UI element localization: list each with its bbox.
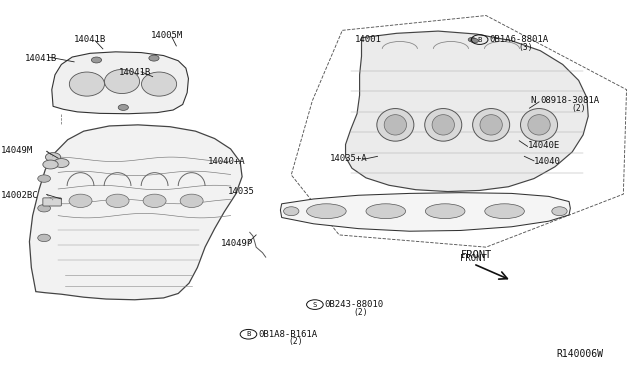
Text: 14041B: 14041B xyxy=(119,68,151,77)
Text: 14040E: 14040E xyxy=(527,141,560,150)
Ellipse shape xyxy=(426,204,465,219)
Text: S: S xyxy=(313,302,317,308)
Text: 14041B: 14041B xyxy=(25,54,57,62)
Text: 14035+A: 14035+A xyxy=(330,154,367,163)
Text: 14040: 14040 xyxy=(534,157,561,166)
Circle shape xyxy=(468,37,476,42)
Text: 14005M: 14005M xyxy=(151,31,183,41)
Ellipse shape xyxy=(377,109,414,141)
Polygon shape xyxy=(346,31,588,192)
Ellipse shape xyxy=(432,115,454,135)
Circle shape xyxy=(69,194,92,208)
Circle shape xyxy=(149,55,159,61)
Circle shape xyxy=(180,194,203,208)
Text: B: B xyxy=(246,331,251,337)
Text: B: B xyxy=(477,36,482,43)
Circle shape xyxy=(143,194,166,208)
Ellipse shape xyxy=(366,204,406,219)
Circle shape xyxy=(38,234,51,241)
Text: 14035: 14035 xyxy=(227,187,254,196)
Text: 14049M: 14049M xyxy=(1,146,33,155)
Text: (2): (2) xyxy=(571,104,586,113)
Ellipse shape xyxy=(472,109,509,141)
Polygon shape xyxy=(52,52,188,114)
Text: 14002BC: 14002BC xyxy=(1,191,39,200)
Text: R140006W: R140006W xyxy=(556,349,604,359)
Text: 14049P: 14049P xyxy=(221,239,253,248)
Ellipse shape xyxy=(384,115,406,135)
Polygon shape xyxy=(29,125,242,300)
Circle shape xyxy=(38,175,51,182)
Ellipse shape xyxy=(141,72,177,96)
Text: 14041B: 14041B xyxy=(74,35,106,44)
Text: 14001: 14001 xyxy=(355,35,382,44)
Text: FRONT: FRONT xyxy=(461,250,492,260)
Ellipse shape xyxy=(69,72,104,96)
Circle shape xyxy=(92,57,102,63)
Circle shape xyxy=(106,194,129,208)
Text: FRONT: FRONT xyxy=(461,254,488,263)
Text: (2): (2) xyxy=(354,308,369,317)
Circle shape xyxy=(38,205,51,212)
Ellipse shape xyxy=(104,70,140,93)
Circle shape xyxy=(54,158,69,167)
Polygon shape xyxy=(280,193,570,231)
Text: 0B1A8-B161A: 0B1A8-B161A xyxy=(258,330,317,339)
Circle shape xyxy=(284,207,299,216)
Text: 0B243-88010: 0B243-88010 xyxy=(324,300,383,309)
Circle shape xyxy=(552,207,567,216)
Text: 14040+A: 14040+A xyxy=(208,157,246,166)
Ellipse shape xyxy=(425,109,462,141)
Circle shape xyxy=(43,160,58,169)
Ellipse shape xyxy=(307,204,346,219)
Circle shape xyxy=(45,153,61,161)
Ellipse shape xyxy=(528,115,550,135)
Ellipse shape xyxy=(520,109,557,141)
Text: 0B1A6-8801A: 0B1A6-8801A xyxy=(489,35,548,44)
Text: (3): (3) xyxy=(518,42,532,51)
Ellipse shape xyxy=(480,115,502,135)
Text: (2): (2) xyxy=(288,337,303,346)
FancyBboxPatch shape xyxy=(43,198,61,206)
Ellipse shape xyxy=(484,204,524,219)
Text: 08918-3081A: 08918-3081A xyxy=(540,96,600,105)
Text: N: N xyxy=(531,96,536,105)
Circle shape xyxy=(470,38,478,43)
Circle shape xyxy=(118,105,129,110)
